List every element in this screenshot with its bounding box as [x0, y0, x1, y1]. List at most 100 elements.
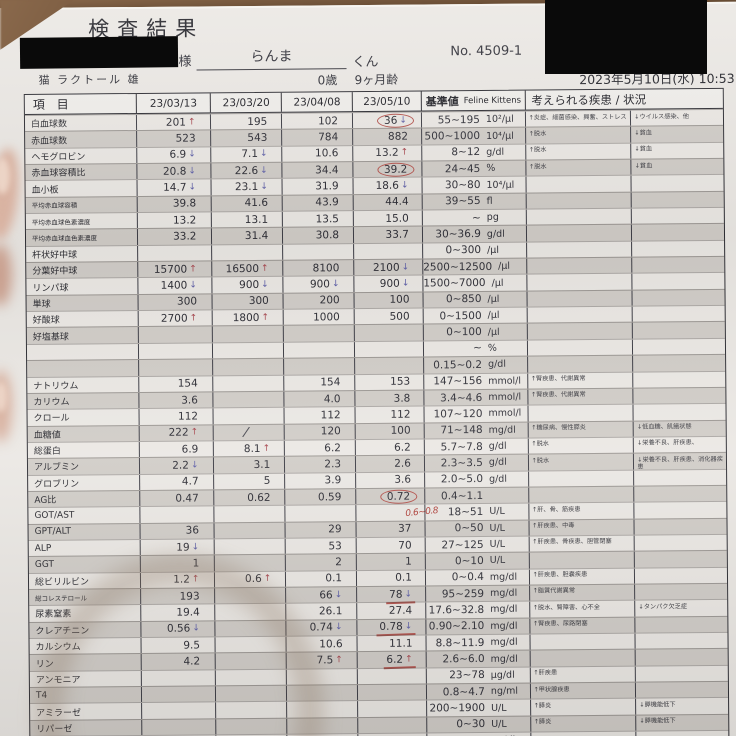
unit-label: /μl: [498, 260, 511, 273]
test-value: 13.2: [172, 214, 197, 227]
reference-range-cell: 23~78 μg/dl: [426, 667, 531, 684]
test-item-label: GGT: [28, 556, 141, 573]
value-2023-05-10: [354, 243, 424, 260]
value-2023-03-20: [215, 620, 287, 637]
test-value: 13.5: [315, 212, 339, 226]
reference-range-cell: 0~30 U/L: [427, 716, 531, 733]
value-2023-04-08: 29: [285, 521, 357, 538]
red-circle-annotation: 36 ↓: [376, 113, 414, 128]
reference-range: 3.4~4.6: [440, 391, 483, 404]
test-item-label: 好塩基球: [26, 327, 139, 344]
low-arrow-icon: ↓: [189, 280, 197, 291]
test-value: 3.6: [394, 473, 412, 486]
disease-note-high: ↑腎疾患、代謝異常: [527, 372, 634, 389]
red-circle-annotation: 0.72: [379, 489, 418, 504]
unit-label: /μl: [487, 244, 499, 256]
value-2023-05-10: 2.6: [356, 455, 425, 472]
value-2023-03-13: 19.4: [140, 604, 216, 621]
reference-range: 17.6~32.8: [428, 603, 485, 617]
reference-range: 8.8~11.9: [435, 636, 485, 650]
value-2023-03-13: 33.2: [137, 228, 213, 245]
value-2023-03-20: [215, 587, 287, 604]
disease-note-low: ↓ウイルス感染、他: [634, 112, 689, 121]
disease-note-high: ↑糖尿病、慢性膵炎: [528, 421, 635, 438]
test-item-label: [27, 360, 139, 377]
unit-label: %: [487, 342, 497, 354]
test-item-label: 総ビリルビン: [28, 572, 141, 589]
test-item-label: アンモニア: [29, 670, 142, 687]
value-2023-03-20: 8.1 ↑: [214, 440, 286, 457]
test-value: 66 ↓: [319, 588, 343, 602]
low-arrow-icon: ↓: [401, 278, 410, 289]
value-2023-03-13: 19 ↓: [140, 539, 216, 556]
value-2023-04-08: 112: [284, 407, 356, 424]
disease-note-low: [633, 371, 725, 387]
value-2023-03-20: 16500 ↑: [212, 260, 284, 277]
high-arrow-icon: ↑: [261, 312, 270, 323]
value-2023-04-08: 102: [282, 113, 354, 130]
high-arrow-icon: ↑: [191, 574, 200, 585]
value-2023-04-08: 7.5 ↑: [286, 652, 358, 669]
reference-range: 2.3~3.5: [440, 456, 483, 470]
test-value: 0.6 ↑: [244, 573, 272, 586]
value-2023-03-13: 15700 ↑: [137, 261, 213, 278]
reference-range-cell: 95~259 mg/dl: [425, 585, 530, 602]
disease-note-low: ↓貧血: [634, 162, 653, 170]
disease-note-low: ↓栄養不良、肝疾患、: [637, 439, 699, 448]
value-2023-04-08: 30.8: [283, 227, 355, 244]
value-2023-03-20: 23.1 ↓: [211, 179, 283, 196]
test-value: 154: [177, 377, 198, 390]
reference-range: 5.7~7.8: [440, 440, 483, 453]
value-2023-03-20: [215, 636, 287, 653]
value-2023-04-08: 1000: [283, 309, 355, 326]
value-2023-05-10: 11.1: [357, 635, 427, 652]
unit-label: ng/ml: [490, 685, 519, 698]
disease-note-high: ↑肝疾患、中毒: [529, 519, 635, 536]
test-item-label: 好酸球: [26, 311, 139, 328]
report-number: No. 4509-1: [450, 43, 523, 60]
disease-note-high: ↑脂質代謝異常: [529, 584, 636, 601]
disease-note-high: ↑膵炎: [530, 699, 637, 716]
value-2023-04-08: [287, 668, 359, 685]
value-2023-03-13: 0.56 ↓: [141, 620, 216, 637]
red-circle-annotation: 39.2: [376, 162, 415, 177]
column-header-item: 項 目: [24, 93, 137, 114]
test-value: 1400 ↓: [160, 279, 197, 292]
unit-label: μg/dl: [490, 669, 515, 681]
test-value: 30.8: [315, 229, 340, 242]
value-2023-03-13: 1400 ↓: [138, 277, 213, 294]
value-2023-03-13: 222 ↑: [139, 424, 215, 441]
value-2023-03-13: 3.6: [139, 392, 214, 409]
disease-note-high: [527, 355, 634, 373]
unit-label: 10²/μl: [485, 113, 514, 126]
unit-label: mmol/l: [488, 391, 522, 403]
value-2023-03-13: [138, 343, 214, 360]
value-2023-04-08: 6.2: [285, 439, 357, 456]
value-2023-04-08: [287, 701, 359, 718]
reference-range-cell: 0.90~2.10 mg/dl: [426, 618, 531, 635]
pet-age-years: 0歳: [317, 73, 338, 88]
test-value: 153: [390, 375, 411, 388]
value-2023-03-13: 2700 ↑: [138, 310, 214, 327]
test-item-label: [26, 343, 139, 361]
value-2023-03-13: 1.2 ↑: [140, 571, 216, 588]
value-2023-04-08: [284, 341, 356, 358]
unit-label: U/L: [489, 522, 505, 534]
low-arrow-icon: ↓: [192, 623, 200, 634]
value-2023-03-20: [213, 342, 285, 359]
test-value: 0.47: [175, 492, 199, 505]
reference-range: 23~78: [449, 669, 485, 682]
column-header-date-3: 23/04/08: [282, 92, 353, 112]
test-value: 7.5 ↑: [316, 654, 343, 667]
disease-note-low: [636, 617, 728, 633]
disease-note-low: [634, 486, 726, 502]
test-value: 154: [320, 376, 341, 389]
pet-name: らんま: [196, 45, 347, 71]
value-2023-05-10: 112: [355, 406, 425, 423]
test-item-label: 平均赤血球血色素濃度: [25, 229, 138, 246]
test-item-label: GOT/AST: [28, 507, 141, 524]
reference-range: 71~148: [440, 424, 483, 437]
unit-label: pg: [486, 212, 499, 224]
disease-note-high: ↑脱水: [528, 453, 635, 471]
